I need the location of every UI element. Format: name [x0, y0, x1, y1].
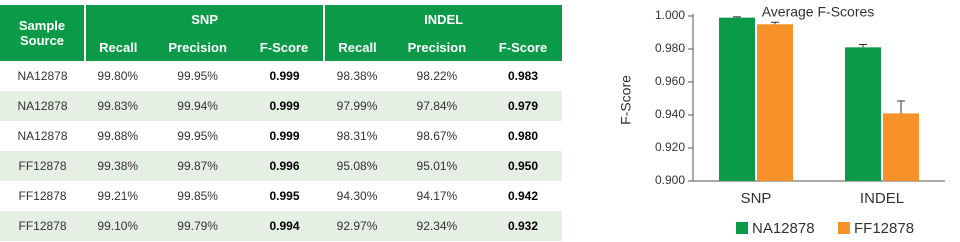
table-cell: 92.34% [389, 211, 484, 241]
table-cell: 92.97% [324, 211, 390, 241]
error-bar [859, 44, 867, 48]
y-tick-label: 0.900 [655, 173, 685, 187]
table-cell: 99.79% [150, 211, 245, 241]
table-cell: 99.80% [97, 69, 139, 83]
error-bar [771, 21, 779, 25]
table-cell: 97.84% [389, 91, 484, 121]
bar [757, 24, 793, 181]
x-tick-label: INDEL [860, 190, 904, 207]
x-tick-label: SNP [741, 190, 772, 207]
table-cell: FF12878 [0, 151, 85, 181]
table-cell: 99.95% [177, 69, 218, 83]
chart-title: Average F-Scores [762, 4, 875, 20]
results-table: Sample Source SNP INDEL Recall Precision F… [0, 5, 562, 241]
group-header: SNP [83, 5, 325, 33]
y-tick-label: 0.980 [655, 41, 685, 55]
table-cell: 97.99% [324, 91, 390, 121]
table-cell: 99.83% [85, 91, 151, 121]
table-row: NA12878 99.80% 99.95% 0.999 98.38% 98.22% 0.98… [0, 61, 562, 91]
table-cell: 95.01% [389, 151, 484, 181]
table-cell: 0.983 [507, 69, 539, 83]
table-cell: 94.30% [336, 189, 378, 203]
group-header: INDEL [323, 5, 562, 33]
table-cell: FF12878 [0, 211, 85, 241]
column-header-row: Recall Precision F-Score Recall Precision F-S… [0, 33, 562, 61]
table-cell: 0.980 [507, 129, 539, 143]
table-row: FF12878 99.38% 99.87% 0.996 95.08% 95.01% 0.95… [0, 151, 562, 181]
table-cell: 94.17% [416, 189, 458, 203]
table-cell: 99.85% [177, 189, 218, 203]
column-header: Recall [323, 33, 390, 61]
table-cell: 99.87% [150, 151, 245, 181]
table-cell: 0.996 [244, 151, 325, 181]
table-cell: 0.999 [269, 69, 300, 83]
column-header: Precision [150, 33, 245, 61]
error-bar [733, 16, 741, 18]
column-header: Precision [389, 33, 484, 61]
table-cell: 99.88% [97, 129, 139, 143]
table-cell: 98.31% [336, 129, 378, 143]
table-cell: 98.38% [336, 69, 378, 83]
table-cell: 99.94% [150, 91, 245, 121]
table-cell: NA12878 [17, 129, 68, 143]
table-cell: 98.67% [416, 129, 458, 143]
table-cell: 0.994 [244, 211, 325, 241]
table-cell: 0.979 [484, 91, 562, 121]
table-row: FF12878 99.21% 99.85% 0.995 94.30% 94.17% 0.94… [0, 181, 562, 211]
legend-label: FF12878 [854, 220, 914, 237]
table-row: FF12878 99.10% 99.79% 0.994 92.97% 92.34% 0.93… [0, 211, 562, 241]
legend-swatch [838, 222, 850, 234]
table-cell: 98.22% [416, 69, 458, 83]
y-axis-label: F-Score [618, 75, 634, 125]
column-header: F-Score [244, 33, 325, 61]
table-cell: FF12878 [18, 189, 67, 203]
table-cell: 0.932 [484, 211, 562, 241]
legend-label: NA12878 [752, 220, 815, 237]
table-cell: NA12878 [17, 69, 68, 83]
error-bar [897, 100, 905, 114]
column-header: F-Score [484, 33, 562, 61]
table-cell: 0.950 [484, 151, 562, 181]
table-cell: 0.999 [244, 91, 325, 121]
table-row: NA12878 99.88% 99.95% 0.999 98.31% 98.67% 0.98… [0, 121, 562, 151]
table-cell: NA12878 [0, 91, 85, 121]
table-cell: 0.995 [269, 189, 300, 203]
column-header: Recall [84, 33, 151, 61]
table-body: NA12878 99.80% 99.95% 0.999 98.38% 98.22% 0.98… [0, 61, 562, 241]
table-row: NA12878 99.83% 99.94% 0.999 97.99% 97.84% 0.97… [0, 91, 562, 121]
sample-source-header: Sample Source [0, 5, 85, 61]
table-cell: 0.942 [507, 189, 539, 203]
table-cell: 99.21% [97, 189, 139, 203]
table-cell: 95.08% [324, 151, 390, 181]
group-header-row: Sample Source SNP INDEL [0, 5, 562, 61]
y-tick-label: 0.920 [655, 140, 685, 154]
table-cell: 99.10% [85, 211, 151, 241]
bar [719, 17, 755, 182]
legend-swatch [736, 222, 748, 234]
table-cell: 0.999 [269, 129, 300, 143]
bar [845, 47, 881, 181]
table-cell: 99.38% [85, 151, 151, 181]
bar [883, 113, 919, 181]
y-tick-label: 1.000 [655, 8, 685, 22]
y-tick-label: 0.960 [655, 74, 685, 88]
table-cell: 99.95% [177, 129, 218, 143]
y-tick-label: 0.940 [655, 107, 685, 121]
